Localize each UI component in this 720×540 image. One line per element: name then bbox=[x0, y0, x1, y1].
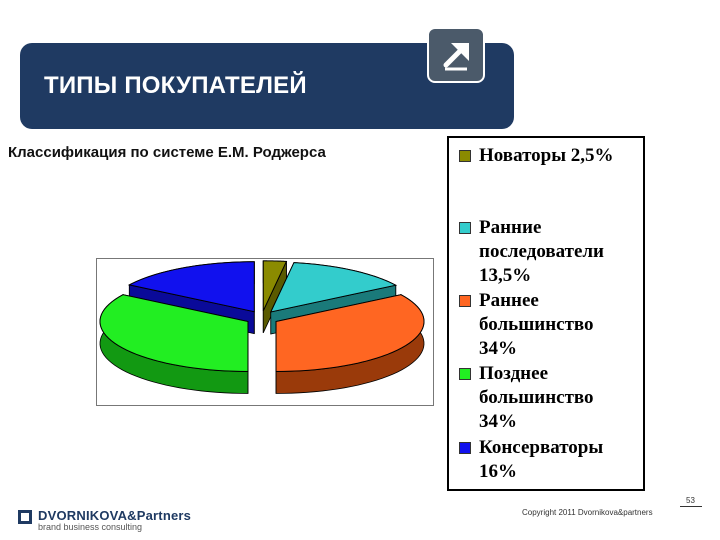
legend-label: Консерваторы 16% bbox=[479, 437, 604, 482]
chart-subtitle: Классификация по системе Е.М. Роджерса bbox=[8, 144, 326, 161]
pie-slice-top bbox=[275, 294, 425, 372]
plot-area-frame bbox=[96, 258, 434, 406]
legend-label: Ранние последователи 13,5% bbox=[479, 217, 605, 286]
legend-swatch bbox=[459, 442, 471, 454]
pie-slice bbox=[99, 293, 249, 394]
logo-tagline: brand business consulting bbox=[38, 522, 143, 532]
legend-swatch bbox=[459, 368, 471, 380]
page-title: ТИПЫ ПОКУПАТЕЛЕЙ bbox=[44, 72, 307, 99]
page-number: 53 bbox=[686, 496, 695, 505]
pie-slice bbox=[275, 293, 425, 394]
arrow-up-right-icon[interactable] bbox=[427, 27, 485, 83]
legend-label: Новаторы 2,5% bbox=[479, 145, 614, 166]
pie-slice-top bbox=[262, 260, 288, 312]
pie-slice-top bbox=[269, 262, 398, 313]
legend-label: Позднее большинство 34% bbox=[479, 363, 594, 432]
legend-swatch bbox=[459, 295, 471, 307]
legend-swatch bbox=[459, 222, 471, 234]
pie-slice-top bbox=[99, 294, 249, 372]
page-number-underline bbox=[680, 506, 702, 507]
logo-name: DVORNIKOVA&Partners bbox=[38, 508, 192, 523]
logo-mark-icon bbox=[18, 510, 32, 524]
legend-label: Раннее большинство 34% bbox=[479, 290, 594, 359]
pie-slice-top bbox=[127, 261, 255, 313]
chart-legend: Новаторы 2,5% Ранние последователи 13,5%… bbox=[447, 136, 645, 491]
legend-swatch bbox=[459, 150, 471, 162]
copyright-text: Copyright 2011 Dvornikova&partners bbox=[522, 508, 653, 517]
